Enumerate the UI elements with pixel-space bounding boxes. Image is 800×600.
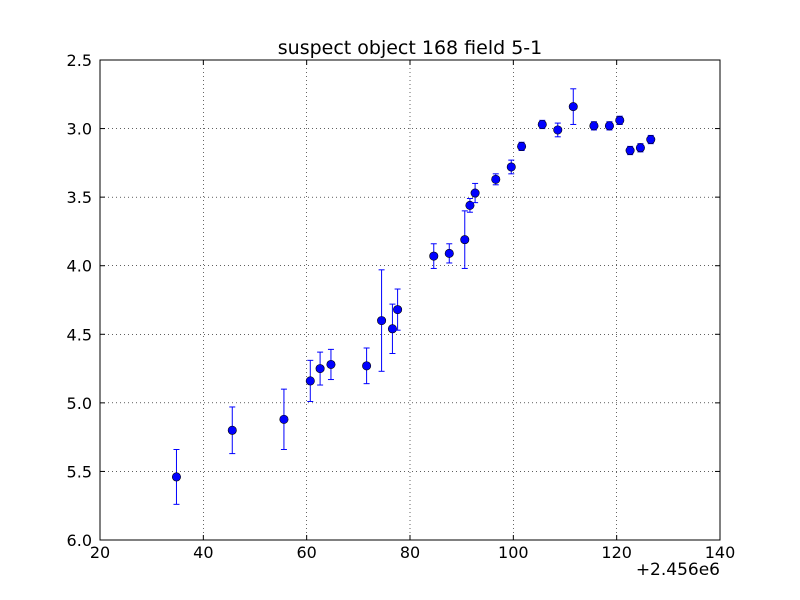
x-tick-label: 20 [90, 543, 110, 562]
data-point [393, 305, 403, 315]
data-point [491, 174, 501, 184]
x-tick-label: 80 [400, 543, 420, 562]
x-tick-label: 140 [705, 543, 736, 562]
data-point [429, 251, 439, 261]
x-axis-offset-label: +2.456e6 [636, 560, 720, 580]
data-point [460, 235, 470, 245]
y-tick-label: 2.5 [67, 51, 92, 70]
data-point [615, 115, 625, 125]
x-tick-label: 40 [193, 543, 213, 562]
data-point [171, 472, 181, 482]
data-point [465, 200, 475, 210]
x-tick-label: 120 [601, 543, 632, 562]
data-point [635, 143, 645, 153]
y-tick-label: 3.0 [67, 120, 92, 139]
data-point [646, 135, 656, 145]
chart-title: suspect object 168 field 5-1 [278, 37, 543, 59]
x-tick-label: 60 [296, 543, 316, 562]
y-tick-label: 6.0 [67, 531, 92, 550]
data-point [537, 119, 547, 129]
data-point [506, 162, 516, 172]
data-point [470, 188, 480, 198]
data-point [279, 414, 289, 424]
data-point [362, 361, 372, 371]
axis-ticks: 20 40 60 80 100 120 140 2.5 3.0 3.5 4.0 4.5 5.0 5.5 6.… [67, 51, 736, 562]
data-point [305, 376, 315, 386]
y-tick-label: 5.5 [67, 462, 92, 481]
data-point [387, 324, 397, 334]
y-tick-label: 3.5 [67, 188, 92, 207]
data-point [227, 425, 237, 435]
x-tick-label: 100 [498, 543, 529, 562]
data-point [625, 146, 635, 156]
data-point [568, 102, 578, 112]
data-point [589, 121, 599, 131]
data-point [315, 364, 325, 374]
data-point [326, 359, 336, 369]
data-point [444, 248, 454, 258]
data-point [377, 316, 387, 326]
data-point [604, 121, 614, 131]
y-tick-label: 5.0 [67, 394, 92, 413]
grid-lines [100, 60, 720, 540]
data-point [553, 125, 563, 135]
data-points [171, 88, 656, 505]
y-tick-label: 4.5 [67, 325, 92, 344]
data-point [517, 141, 527, 151]
y-tick-label: 4.0 [67, 257, 92, 276]
